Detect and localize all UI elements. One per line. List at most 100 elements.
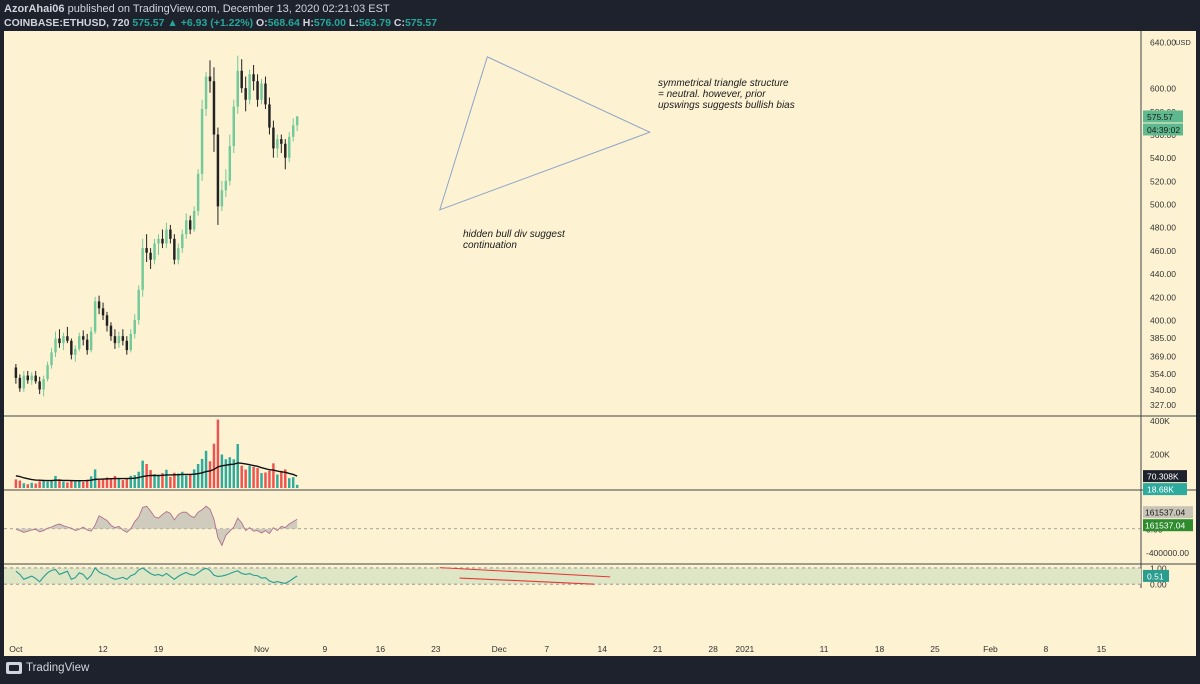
oscillator-badge-2 xyxy=(1143,519,1193,532)
candle-body xyxy=(196,173,200,212)
low-label: L: xyxy=(348,17,359,29)
volume-bar xyxy=(117,479,121,488)
oscillator-panel[interactable] xyxy=(4,505,1141,547)
volume-bar xyxy=(70,480,73,488)
volume-bar xyxy=(62,481,65,488)
countdown-badge xyxy=(1143,123,1183,136)
price-panel[interactable] xyxy=(14,55,652,397)
time-tick-label: Dec xyxy=(492,644,508,654)
oscillator-area xyxy=(15,506,298,546)
rsi-line xyxy=(15,567,298,584)
volume-bar xyxy=(276,474,279,488)
time-tick-label: 18 xyxy=(875,644,885,654)
plot-background xyxy=(4,31,1141,656)
rsi-panel[interactable] xyxy=(4,567,1141,585)
candle-body xyxy=(177,248,180,260)
candle-body xyxy=(288,136,291,158)
price-tick-label: 440.00 xyxy=(1150,269,1176,279)
volume-bar xyxy=(248,465,251,488)
volume-last-badge xyxy=(1143,483,1187,496)
time-tick-label: 16 xyxy=(376,644,386,654)
candle-body xyxy=(74,348,77,355)
time-tick-label: 23 xyxy=(431,644,441,654)
candle-body xyxy=(220,190,224,207)
time-tick-label: 21 xyxy=(653,644,663,654)
volume-bar xyxy=(78,480,81,488)
chart-header: AzorAhai06 published on TradingView.com,… xyxy=(0,0,1200,31)
price-tick-label: 385.00 xyxy=(1150,333,1176,343)
candle-body xyxy=(101,308,105,316)
volume-bar xyxy=(82,481,85,488)
candle-body xyxy=(284,143,287,158)
candle-body xyxy=(165,229,168,244)
volume-bar xyxy=(54,475,57,488)
price-tick-label: 460.00 xyxy=(1150,246,1176,256)
price-tick-label: 369.00 xyxy=(1150,351,1176,361)
annotations: symmetrical triangle structure= neutral.… xyxy=(463,78,795,251)
price-tick-label: 540.00 xyxy=(1150,153,1176,163)
brand-name: TradingView xyxy=(26,662,90,674)
volume-tick-label: 400K xyxy=(1150,416,1170,426)
rsi-last-label: 0.51 xyxy=(1147,571,1164,581)
candle-body xyxy=(212,81,216,135)
time-tick-label: 8 xyxy=(1044,644,1049,654)
low-value: 563.79 xyxy=(358,17,391,29)
candle-body xyxy=(169,229,172,239)
time-tick-label: Nov xyxy=(254,644,270,654)
time-tick-label: 7 xyxy=(544,644,549,654)
volume-bar xyxy=(232,459,236,488)
volume-bar xyxy=(288,478,291,488)
candle-body xyxy=(105,315,109,326)
volume-bar xyxy=(216,419,220,488)
volume-ma-line xyxy=(15,462,298,482)
time-tick-label: 14 xyxy=(597,644,607,654)
volume-bar xyxy=(137,471,140,488)
volume-bar xyxy=(18,480,22,488)
volume-bar xyxy=(157,475,160,488)
annotation-line: upswings suggests bullish bias xyxy=(658,100,795,111)
candle-body xyxy=(216,134,220,207)
volume-bar xyxy=(89,476,93,488)
volume-bar xyxy=(192,469,196,488)
candle-body xyxy=(34,375,37,382)
candle-body xyxy=(149,252,152,260)
last-price: 575.57 xyxy=(132,17,165,29)
chart-area[interactable]: 327.00 340.00 354.00 369.00 385.00 400.00 420.… xyxy=(0,31,1200,656)
open-value: 568.64 xyxy=(267,17,300,29)
candle-body xyxy=(236,70,239,107)
candle-body xyxy=(256,81,259,100)
price-tick-label: 354.00 xyxy=(1150,369,1176,379)
candle-body xyxy=(70,340,73,355)
close-label: C: xyxy=(393,17,405,29)
volume-bar xyxy=(204,450,208,488)
candle-body xyxy=(14,367,18,378)
candle-body xyxy=(133,319,136,334)
candle-body xyxy=(161,238,164,244)
candle-body xyxy=(18,377,22,389)
candle-body xyxy=(22,375,26,389)
time-tick-label: Feb xyxy=(983,644,998,654)
candle-body xyxy=(125,340,129,351)
candle-body xyxy=(157,238,160,244)
candle-body xyxy=(58,338,61,344)
volume-bar xyxy=(165,469,168,488)
candle-body xyxy=(232,106,236,147)
volume-bar xyxy=(212,443,216,488)
grid xyxy=(4,31,1196,588)
volume-bar xyxy=(196,463,200,488)
tradingview-logo[interactable]: TradingView xyxy=(6,662,89,674)
time-tick-label: 11 xyxy=(820,644,829,654)
author-name[interactable]: AzorAhai06 xyxy=(4,3,65,15)
candle-body xyxy=(26,375,29,381)
volume-bar xyxy=(22,483,26,488)
volume-bar xyxy=(220,454,224,488)
price-tick-label: 480.00 xyxy=(1150,223,1176,233)
volume-panel[interactable] xyxy=(14,419,299,488)
candle-body xyxy=(54,338,57,353)
volume-bar xyxy=(173,472,176,488)
candle-body xyxy=(244,88,247,100)
volume-bar xyxy=(14,479,18,488)
symbol-name[interactable]: COINBASE:ETHUSD, 720 xyxy=(4,17,130,29)
candle-body xyxy=(188,220,192,230)
symbol-line: COINBASE:ETHUSD, 720 575.57 ▲ +6.93 (+1.… xyxy=(4,17,437,29)
